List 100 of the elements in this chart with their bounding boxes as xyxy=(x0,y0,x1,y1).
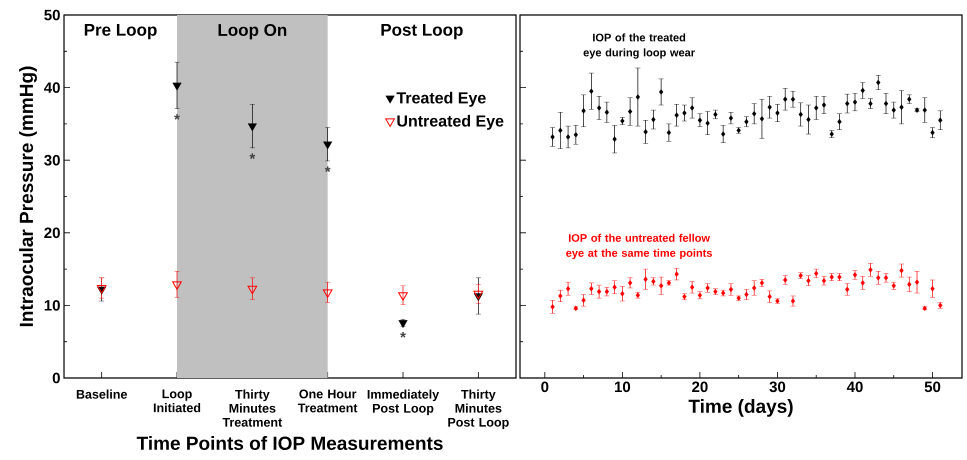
point xyxy=(837,118,842,125)
point xyxy=(636,94,640,100)
x-tick-label: 10 xyxy=(614,382,630,392)
point xyxy=(806,116,811,122)
point xyxy=(323,142,332,150)
point xyxy=(690,105,694,111)
point xyxy=(768,294,772,300)
legend-label: Treated Eye xyxy=(396,92,486,107)
x-tick-label: 40 xyxy=(846,382,863,392)
y-tick-label: 20 xyxy=(44,227,60,238)
point xyxy=(628,108,632,114)
point xyxy=(876,80,880,86)
point xyxy=(172,281,182,290)
x-tick-label: 50 xyxy=(924,382,940,392)
point xyxy=(322,289,332,298)
annotation: * xyxy=(400,332,406,338)
point xyxy=(721,131,726,137)
y-axis-title: Intraocular Pressure (mmHg) xyxy=(19,66,37,326)
point xyxy=(682,110,687,116)
point xyxy=(589,286,594,292)
x-axis-title: Time (days) xyxy=(688,399,793,417)
point xyxy=(814,270,818,276)
point xyxy=(550,304,555,310)
point xyxy=(658,282,664,289)
point xyxy=(892,107,896,113)
point xyxy=(790,96,796,102)
annotation: * xyxy=(174,114,180,120)
point xyxy=(172,82,182,91)
point xyxy=(604,288,609,294)
point xyxy=(752,285,756,291)
x-tick-label: 30 xyxy=(769,382,786,392)
point xyxy=(914,279,920,285)
y-tick-label: 0 xyxy=(52,372,60,384)
point xyxy=(845,286,850,292)
point xyxy=(674,271,679,277)
x-axis-title: Time Points of IOP Measurements xyxy=(136,436,443,450)
point xyxy=(876,275,880,281)
point xyxy=(248,123,257,132)
point xyxy=(728,286,734,292)
point xyxy=(775,110,780,116)
point xyxy=(860,88,865,94)
point xyxy=(790,298,796,304)
point xyxy=(783,277,788,283)
annotation: * xyxy=(324,166,331,172)
point xyxy=(596,105,602,111)
point xyxy=(899,268,904,274)
point xyxy=(596,288,602,294)
x-tick-label: One Hour Treatment xyxy=(298,390,358,412)
point xyxy=(868,100,873,106)
point xyxy=(760,116,764,122)
annotation: Pre Loop xyxy=(84,24,157,40)
point xyxy=(558,128,562,134)
legend-label: Untreated Eye xyxy=(397,114,504,130)
point xyxy=(922,107,927,113)
point xyxy=(907,282,912,288)
point xyxy=(651,116,656,122)
point xyxy=(728,115,734,121)
point xyxy=(474,290,484,300)
point xyxy=(852,99,858,105)
point xyxy=(868,267,873,273)
point xyxy=(884,100,888,106)
point xyxy=(620,290,625,297)
point xyxy=(558,293,562,299)
point xyxy=(398,320,408,328)
x-tick-label: Loop Initiated xyxy=(154,390,200,412)
y-tick-label: 40 xyxy=(44,82,60,93)
point xyxy=(643,129,648,135)
point xyxy=(698,117,702,124)
point xyxy=(612,284,617,290)
annotation: * xyxy=(249,153,256,159)
point xyxy=(643,276,648,282)
point xyxy=(706,285,710,291)
point xyxy=(581,298,586,304)
x-tick-label: 20 xyxy=(692,382,708,392)
point xyxy=(658,89,664,95)
x-tick-label: 0 xyxy=(541,382,548,392)
x-tick-label: Baseline xyxy=(76,390,127,399)
point xyxy=(674,112,679,118)
point xyxy=(852,272,858,278)
point xyxy=(845,100,850,106)
band-label: Loop On xyxy=(218,24,286,40)
point xyxy=(930,130,935,136)
point xyxy=(566,134,570,140)
point xyxy=(899,104,904,110)
point xyxy=(666,130,672,136)
point xyxy=(822,102,826,108)
point xyxy=(930,286,935,292)
point xyxy=(566,286,570,292)
point xyxy=(398,292,408,301)
point xyxy=(612,136,617,142)
x-tick-label: Thirty Minutes Post Loop xyxy=(448,390,509,430)
point xyxy=(860,280,865,286)
point xyxy=(550,134,555,140)
y-tick-label: 30 xyxy=(44,154,60,166)
point xyxy=(706,120,710,126)
point xyxy=(814,105,818,111)
y-tick-label: 10 xyxy=(44,300,60,311)
point xyxy=(744,292,749,298)
point xyxy=(798,112,803,118)
text: IOP of the treated eye during loop wear xyxy=(584,33,695,59)
